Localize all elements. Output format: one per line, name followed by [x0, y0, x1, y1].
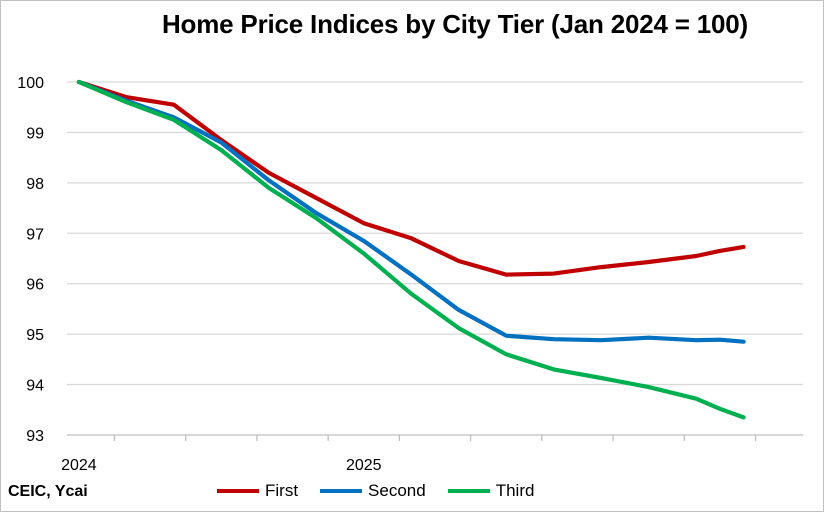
legend-label-first: First: [265, 481, 299, 500]
y-tick-label-93: 93: [26, 428, 44, 445]
x-axis: [67, 434, 803, 441]
legend-label-second: Second: [368, 481, 426, 500]
series-line-first: [76, 79, 746, 277]
legend: First Second Third: [217, 481, 556, 501]
y-tick-label-94: 94: [26, 378, 44, 395]
x-axis-ticks: 2024 2025: [61, 457, 382, 474]
gridlines: [67, 81, 803, 386]
y-axis-ticks: 93 94 95 96 97 98 99 100: [17, 75, 44, 445]
y-tick-label-97: 97: [26, 226, 44, 243]
legend-label-third: Third: [495, 481, 535, 500]
y-tick-label-100: 100: [17, 75, 44, 92]
legend-swatch-first: [217, 489, 259, 493]
chart-title: Home Price Indices by City Tier (Jan 202…: [161, 9, 749, 39]
series-line-second: [76, 79, 746, 344]
y-tick-label-98: 98: [26, 176, 44, 193]
x-tick-label-2025: 2025: [346, 457, 382, 474]
source-note: CEIC, Ycai: [8, 483, 88, 500]
x-tick-label-2024: 2024: [61, 457, 97, 474]
y-tick-label-99: 99: [26, 125, 44, 142]
y-tick-label-95: 95: [26, 327, 44, 344]
y-tick-label-96: 96: [26, 277, 44, 294]
legend-item-third: Third: [447, 481, 535, 501]
legend-item-first: First: [217, 481, 298, 501]
legend-item-second: Second: [320, 481, 426, 501]
legend-swatch-second: [320, 489, 363, 493]
series-line-third: [76, 79, 746, 420]
legend-swatch-third: [447, 489, 490, 493]
series-lines: [76, 79, 746, 420]
